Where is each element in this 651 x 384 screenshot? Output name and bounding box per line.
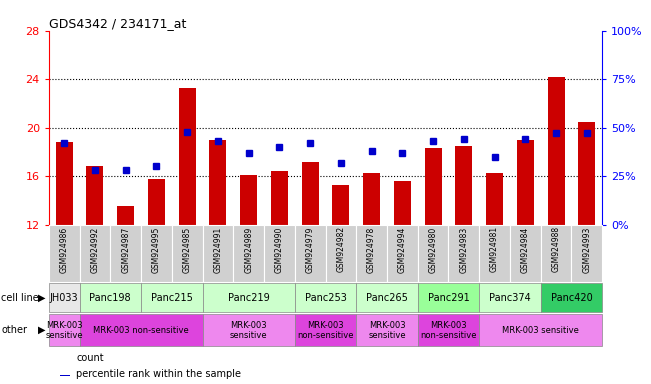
Bar <box>87 167 104 225</box>
Bar <box>49 283 79 312</box>
Bar <box>202 314 295 346</box>
Bar <box>79 314 202 346</box>
Text: GSM924989: GSM924989 <box>244 227 253 273</box>
Bar <box>541 283 602 312</box>
Bar <box>202 225 233 282</box>
Text: Panc291: Panc291 <box>428 293 469 303</box>
Text: Panc420: Panc420 <box>551 293 592 303</box>
Text: GSM924981: GSM924981 <box>490 227 499 273</box>
Text: MRK-003
sensitive: MRK-003 sensitive <box>46 321 83 340</box>
Bar <box>141 283 202 312</box>
Bar <box>301 162 318 225</box>
Bar <box>233 225 264 282</box>
Bar <box>79 283 141 312</box>
Bar <box>541 225 572 282</box>
Text: GSM924992: GSM924992 <box>90 227 100 273</box>
Bar <box>456 146 472 225</box>
Bar <box>271 171 288 225</box>
Bar <box>356 225 387 282</box>
Text: MRK-003 sensitive: MRK-003 sensitive <box>503 326 579 335</box>
Text: GSM924986: GSM924986 <box>60 227 69 273</box>
Text: MRK-003
sensitive: MRK-003 sensitive <box>230 321 268 340</box>
Bar <box>449 225 479 282</box>
Bar <box>264 225 295 282</box>
Bar <box>56 142 73 225</box>
Text: other: other <box>1 325 27 335</box>
Text: GDS4342 / 234171_at: GDS4342 / 234171_at <box>49 17 186 30</box>
Text: count: count <box>77 353 104 363</box>
Bar <box>578 122 595 225</box>
Text: GSM924982: GSM924982 <box>337 227 346 273</box>
Text: GSM924984: GSM924984 <box>521 227 530 273</box>
Text: GSM924988: GSM924988 <box>551 227 561 273</box>
Text: Panc198: Panc198 <box>89 293 131 303</box>
Bar <box>486 172 503 225</box>
Bar <box>295 225 326 282</box>
Bar <box>387 225 418 282</box>
Text: GSM924994: GSM924994 <box>398 227 407 273</box>
Text: cell line: cell line <box>1 293 39 303</box>
Text: GSM924983: GSM924983 <box>460 227 468 273</box>
Text: GSM924990: GSM924990 <box>275 227 284 273</box>
Text: MRK-003
non-sensitive: MRK-003 non-sensitive <box>298 321 353 340</box>
Text: Panc215: Panc215 <box>151 293 193 303</box>
Bar <box>148 179 165 225</box>
Bar <box>326 225 356 282</box>
Text: GSM924987: GSM924987 <box>121 227 130 273</box>
Bar <box>418 225 449 282</box>
Bar <box>517 140 534 225</box>
Bar <box>179 88 195 225</box>
Bar <box>49 225 79 282</box>
Text: MRK-003 non-sensitive: MRK-003 non-sensitive <box>93 326 189 335</box>
Text: GSM924978: GSM924978 <box>367 227 376 273</box>
Text: MRK-003
non-sensitive: MRK-003 non-sensitive <box>420 321 477 340</box>
Bar <box>418 314 479 346</box>
Text: Panc253: Panc253 <box>305 293 346 303</box>
Text: Panc265: Panc265 <box>366 293 408 303</box>
Bar <box>333 185 350 225</box>
Bar <box>60 375 70 376</box>
Text: GSM924991: GSM924991 <box>214 227 223 273</box>
Bar <box>295 314 356 346</box>
Bar <box>117 207 134 225</box>
Text: JH033: JH033 <box>50 293 79 303</box>
Bar <box>479 314 602 346</box>
Bar <box>418 283 479 312</box>
Bar <box>510 225 541 282</box>
Bar <box>210 140 227 225</box>
Bar <box>295 283 356 312</box>
Bar <box>202 283 295 312</box>
Bar <box>547 77 564 225</box>
Text: GSM924993: GSM924993 <box>582 227 591 273</box>
Text: GSM924995: GSM924995 <box>152 227 161 273</box>
Text: GSM924980: GSM924980 <box>428 227 437 273</box>
Text: ▶: ▶ <box>38 325 46 335</box>
Text: Panc374: Panc374 <box>489 293 531 303</box>
Bar <box>363 172 380 225</box>
Bar <box>479 283 541 312</box>
Bar <box>394 181 411 225</box>
Text: MRK-003
sensitive: MRK-003 sensitive <box>368 321 406 340</box>
Bar <box>172 225 202 282</box>
Bar <box>356 314 418 346</box>
Bar <box>572 225 602 282</box>
Bar <box>240 175 257 225</box>
Text: ▶: ▶ <box>38 293 46 303</box>
Text: GSM924985: GSM924985 <box>183 227 191 273</box>
Text: percentile rank within the sample: percentile rank within the sample <box>77 369 242 379</box>
Text: GSM924979: GSM924979 <box>305 227 314 273</box>
Text: Panc219: Panc219 <box>228 293 270 303</box>
Bar <box>479 225 510 282</box>
Bar <box>79 225 110 282</box>
Bar <box>356 283 418 312</box>
Bar <box>110 225 141 282</box>
Bar <box>424 148 441 225</box>
Bar <box>49 314 79 346</box>
Bar <box>141 225 172 282</box>
